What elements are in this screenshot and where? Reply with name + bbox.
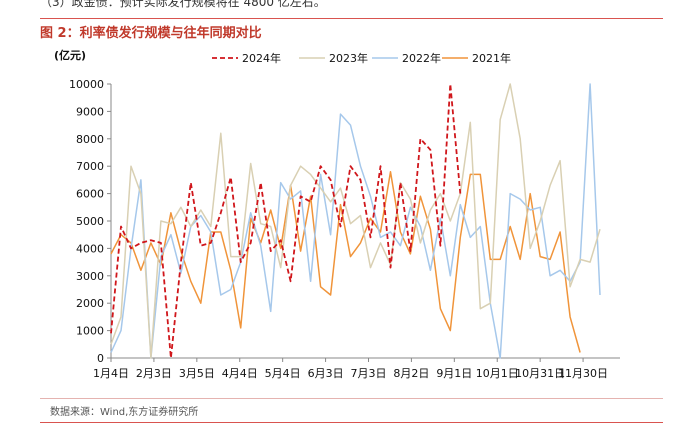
- y-axis: 0 1000 2000 3000 4000 5000 6000 7000 8000 9000 100…: [69, 78, 112, 365]
- header-text: （3）政金债：预计实际发行规模将在 4800 亿左右。: [40, 0, 326, 9]
- series-line-2023年: [110, 83, 601, 359]
- y-tick-label: 2000: [76, 297, 104, 310]
- y-tick-label: 3000: [76, 270, 104, 283]
- series-line-2024年: [110, 83, 462, 359]
- x-tick-label: 8月2日: [393, 367, 429, 380]
- x-tick-label: 9月1日: [436, 367, 472, 380]
- legend-label: 2022年: [402, 51, 441, 65]
- legend-label: 2024年: [242, 51, 281, 65]
- x-tick-label: 11月30日: [558, 367, 608, 380]
- x-tick-label: 1月4日: [93, 367, 129, 380]
- figure-title: 图 2：利率债发行规模与往年同期对比: [40, 26, 262, 41]
- x-tick-label: 7月3日: [350, 367, 386, 380]
- x-axis: 1月4日 2月3日 3月5日 4月4日 5月4日 6月3日 7月3日 8月2日 9月1日 10月1…: [93, 357, 620, 380]
- y-tick-label: 10000: [69, 78, 104, 91]
- x-tick-label: 3月5日: [179, 367, 215, 380]
- series-line-2021年: [110, 170, 581, 353]
- x-tick-label: 10月31日: [515, 367, 565, 380]
- y-tick-label: 8000: [76, 133, 104, 146]
- y-tick-label: 6000: [76, 188, 104, 201]
- source-rule: [40, 398, 663, 399]
- legend: 2024年 2023年 2022年 2021年: [212, 51, 511, 65]
- x-tick-label: 5月4日: [265, 367, 301, 380]
- legend-label: 2023年: [329, 51, 368, 65]
- y-tick-label: 1000: [76, 325, 104, 338]
- y-tick-label: 5000: [76, 215, 104, 228]
- y-tick-label: 7000: [76, 160, 104, 173]
- source-note: 数据来源：Wind,东方证券研究所: [50, 407, 199, 418]
- x-tick-label: 2月3日: [136, 367, 172, 380]
- top-rule: [40, 18, 663, 19]
- y-tick-label: 0: [97, 352, 104, 365]
- y-tick-label: 9000: [76, 105, 104, 118]
- y-axis-unit-label: (亿元): [54, 49, 87, 62]
- legend-label: 2021年: [472, 51, 511, 65]
- x-tick-label: 6月3日: [308, 367, 344, 380]
- y-tick-label: 4000: [76, 242, 104, 255]
- series-lines: [110, 83, 601, 359]
- x-tick-label: 4月4日: [222, 367, 258, 380]
- bottom-rule: [40, 422, 663, 423]
- x-tick-label: 10月1日: [476, 367, 519, 380]
